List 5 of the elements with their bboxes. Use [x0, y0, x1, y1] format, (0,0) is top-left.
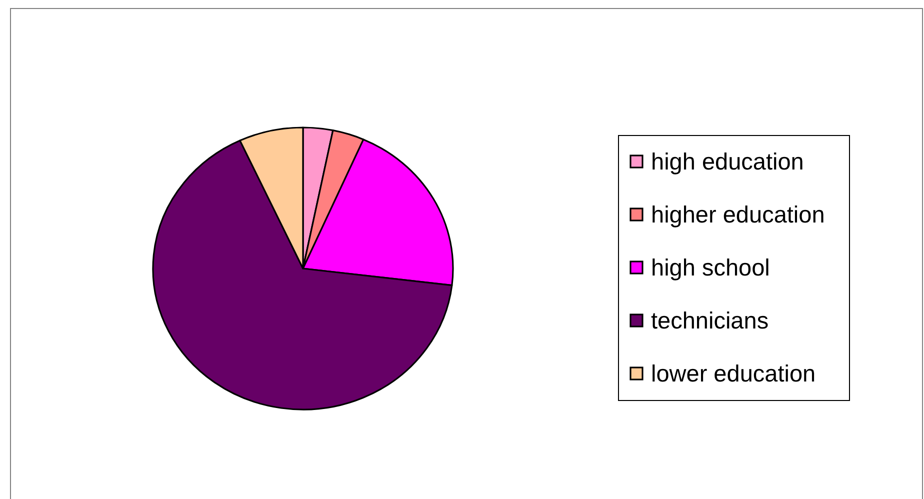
legend-label: higher education	[651, 202, 825, 228]
legend-label: lower education	[651, 360, 816, 386]
legend-label: technicians	[651, 308, 769, 334]
legend-label: high school	[651, 254, 770, 280]
legend-label: high education	[651, 148, 804, 174]
